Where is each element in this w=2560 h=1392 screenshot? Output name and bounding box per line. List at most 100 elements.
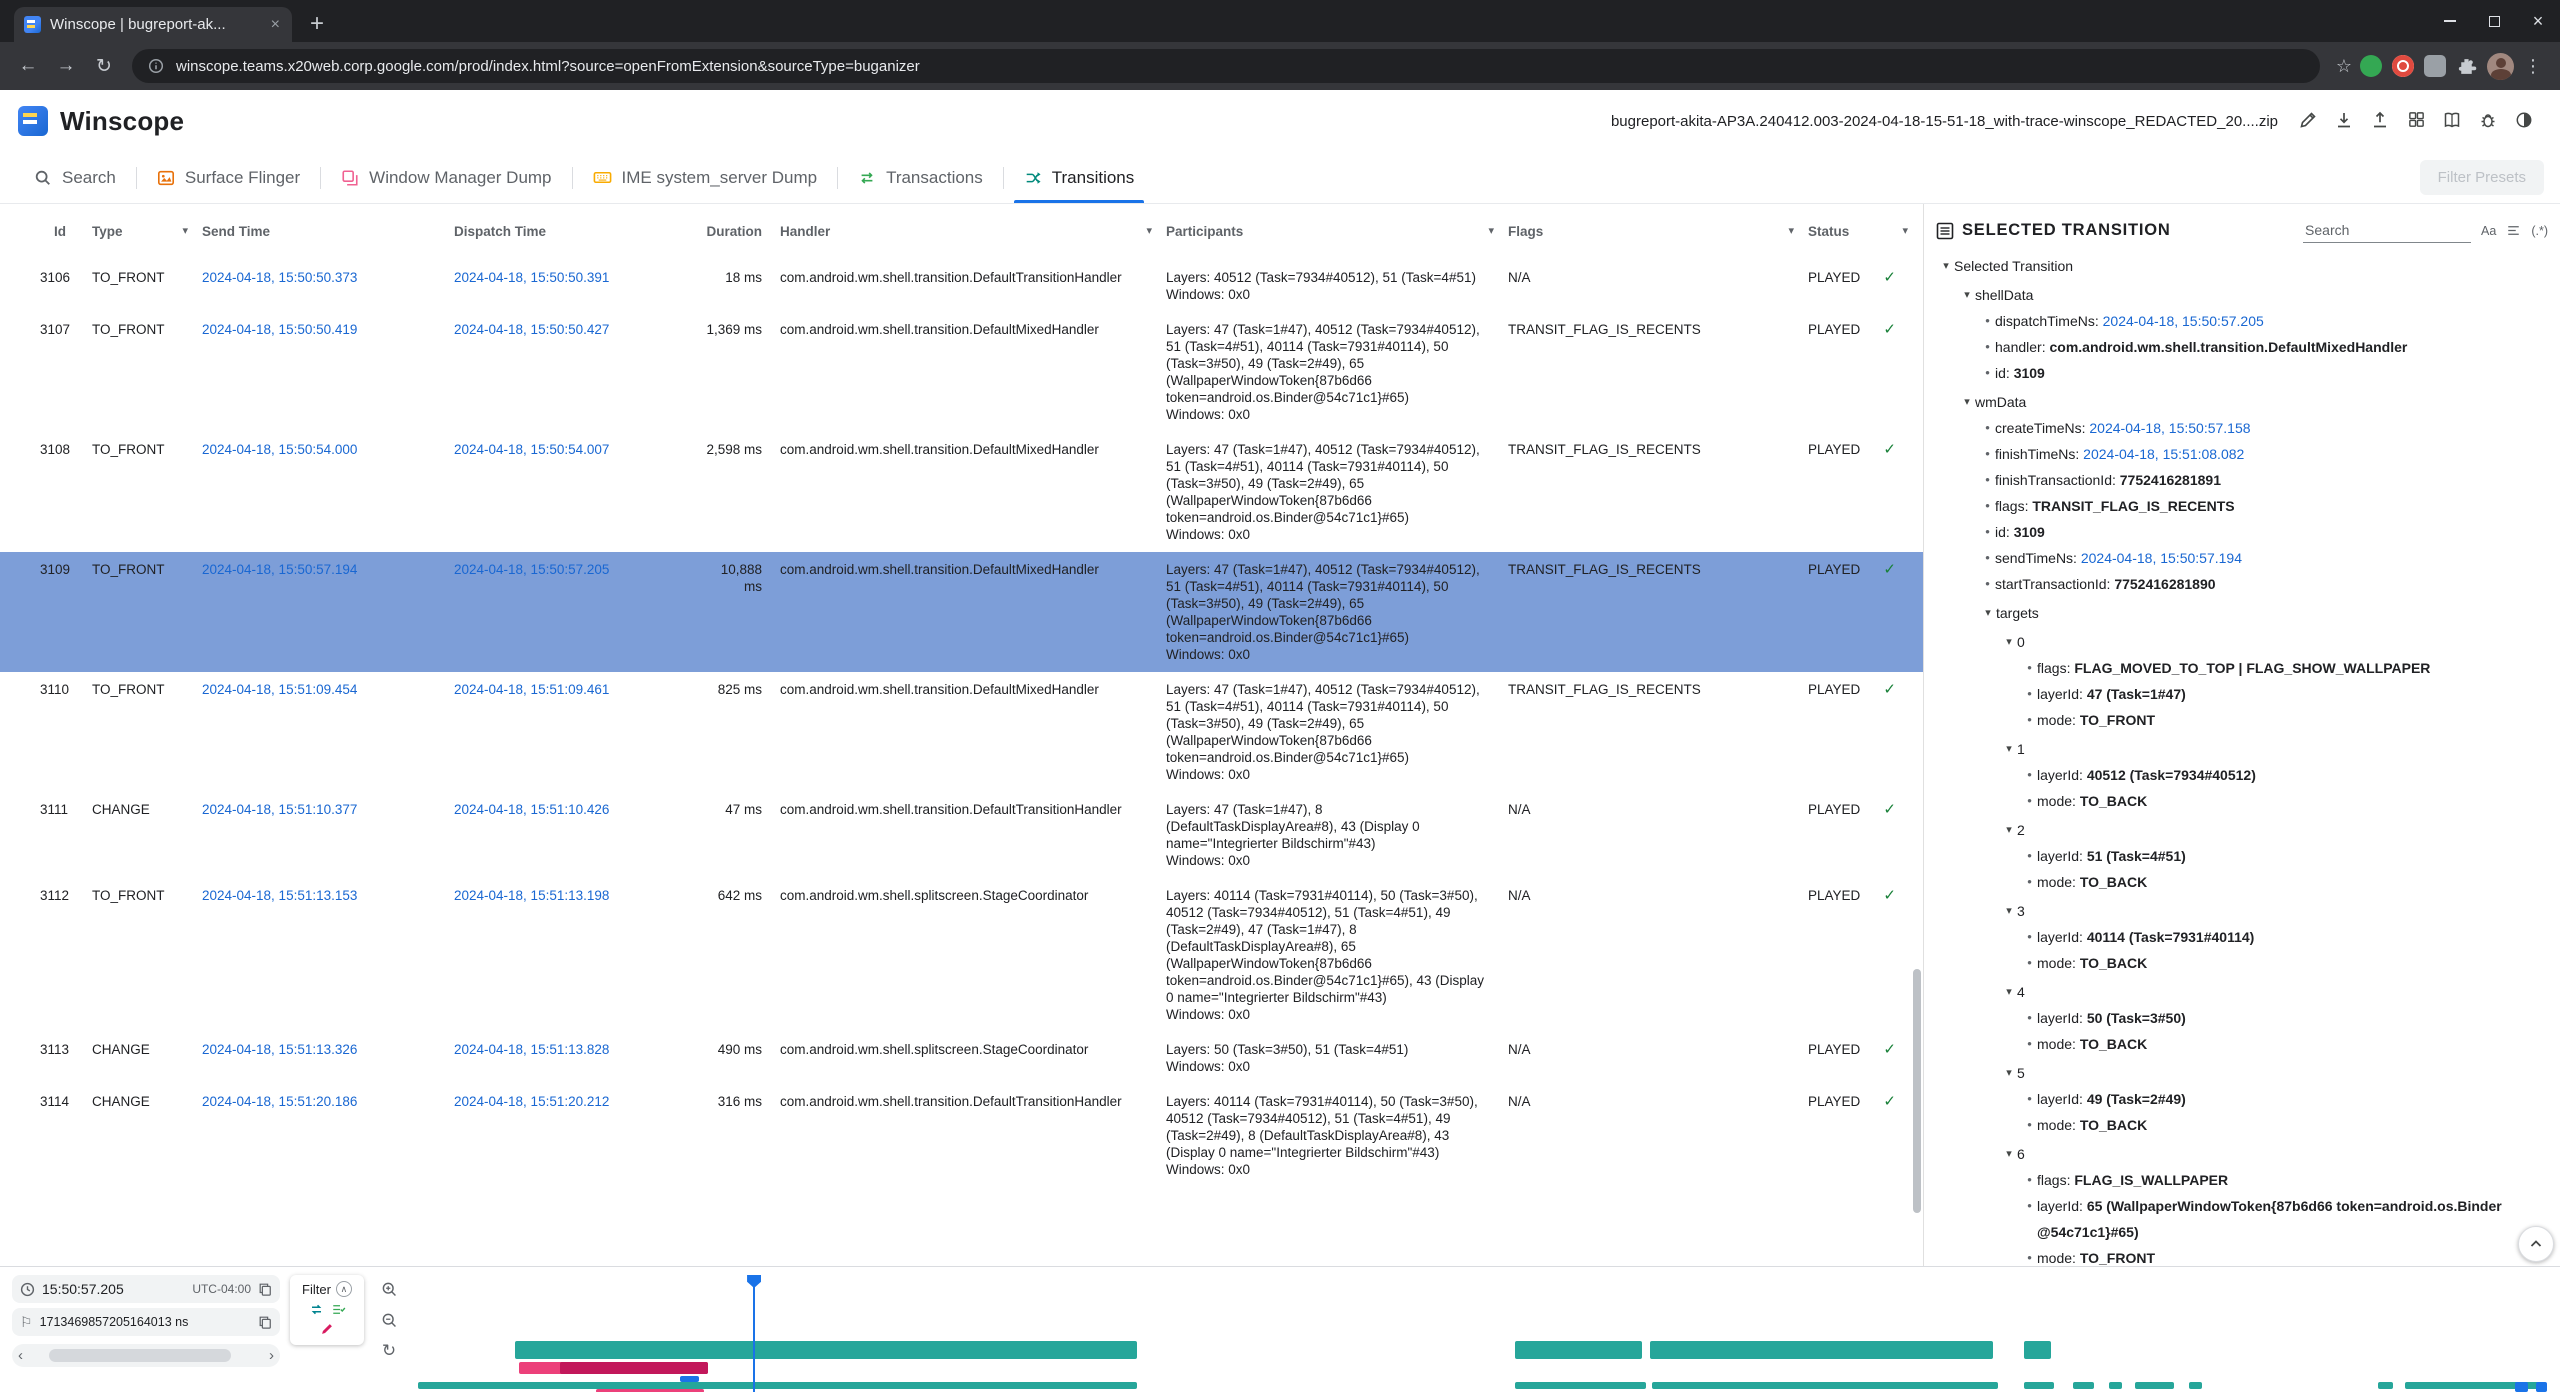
scroll-left-icon[interactable]: ‹: [18, 1347, 23, 1364]
collapse-arrow-icon[interactable]: ▾: [1943, 260, 1949, 272]
copy-icon[interactable]: [258, 1315, 272, 1329]
column-menu-icon[interactable]: ▾: [1146, 225, 1152, 237]
tree-leaf-createTimeNs[interactable]: • createTimeNs: 2024-04-18, 15:50:57.158: [1936, 415, 2550, 441]
profile-avatar[interactable]: [2487, 52, 2514, 80]
cell-dispatch-time[interactable]: 2024-04-18, 15:50:54.007: [454, 442, 610, 457]
upload-button[interactable]: [2362, 103, 2398, 139]
regex-button[interactable]: (.*): [2531, 223, 2548, 238]
bookmark-star-icon[interactable]: ☆: [2335, 55, 2352, 76]
transition-row-3114[interactable]: 3114 CHANGE 2024-04-18, 15:51:20.186 2024-0…: [0, 1084, 1923, 1187]
tab-close-icon[interactable]: ×: [270, 15, 280, 33]
tree-node-0[interactable]: ▾ 0: [1936, 629, 2550, 655]
overview-transition-segment[interactable]: [596, 1389, 704, 1392]
transition-trace-segment-active[interactable]: [559, 1362, 708, 1374]
tree-node-wmData[interactable]: ▾ wmData: [1936, 389, 2550, 415]
cell-dispatch-time[interactable]: 2024-04-18, 15:51:13.828: [454, 1042, 610, 1057]
overview-trace-segment[interactable]: [2377, 1382, 2393, 1389]
collapse-arrow-icon[interactable]: ▾: [1964, 396, 1970, 408]
tab-surface-flinger[interactable]: Surface Flinger: [137, 152, 320, 203]
transactions-trace-icon[interactable]: [309, 1302, 324, 1317]
browser-tab[interactable]: Winscope | bugreport-ak... ×: [14, 7, 292, 42]
cell-send-time[interactable]: 2024-04-18, 15:51:10.377: [202, 802, 358, 817]
scroll-right-icon[interactable]: ›: [269, 1347, 274, 1364]
collapse-arrow-icon[interactable]: ▾: [2006, 1148, 2012, 1160]
column-menu-icon[interactable]: ▾: [1902, 225, 1908, 237]
column-header-duration[interactable]: Duration: [702, 224, 780, 260]
collapse-arrow-icon[interactable]: ▾: [1964, 289, 1970, 301]
tab-search[interactable]: Search: [14, 152, 136, 203]
hscroll-thumb[interactable]: [49, 1349, 231, 1362]
column-header-dispatch-time[interactable]: Dispatch Time: [454, 224, 702, 260]
column-header-id[interactable]: Id: [40, 224, 92, 260]
extension-red-icon[interactable]: [2392, 55, 2414, 77]
cell-send-time[interactable]: 2024-04-18, 15:51:13.326: [202, 1042, 358, 1057]
tree-leaf-sendTimeNs[interactable]: • sendTimeNs: 2024-04-18, 15:50:57.194: [1936, 545, 2550, 571]
tree-node-3[interactable]: ▾ 3: [1936, 898, 2550, 924]
copy-icon[interactable]: [258, 1282, 272, 1296]
tree-node-5[interactable]: ▾ 5: [1936, 1060, 2550, 1086]
timeline-canvas[interactable]: [414, 1275, 2560, 1392]
extensions-puzzle-icon[interactable]: [2456, 56, 2477, 77]
overview-view-marker[interactable]: [2536, 1382, 2548, 1392]
filter-collapse-button[interactable]: ∧: [335, 1281, 352, 1297]
url-bar[interactable]: winscope.teams.x20web.corp.google.com/pr…: [132, 49, 2320, 83]
zoom-in-button[interactable]: [377, 1277, 401, 1301]
collapse-timeline-button[interactable]: [2518, 1226, 2554, 1262]
tree-node-1[interactable]: ▾ 1: [1936, 736, 2550, 762]
overview-trace-segment[interactable]: [2109, 1382, 2123, 1389]
column-menu-icon[interactable]: ▾: [1488, 225, 1494, 237]
transition-row-3106[interactable]: 3106 TO_FRONT 2024-04-18, 15:50:50.373 2024…: [0, 260, 1923, 312]
overview-trace-segment[interactable]: [2023, 1382, 2054, 1389]
column-header-flags[interactable]: Flags ▾: [1508, 224, 1808, 260]
cell-send-time[interactable]: 2024-04-18, 15:51:13.153: [202, 888, 358, 903]
column-header-participants[interactable]: Participants ▾: [1166, 224, 1508, 260]
cell-dispatch-time[interactable]: 2024-04-18, 15:50:57.205: [454, 562, 610, 577]
browser-menu-kebab-icon[interactable]: ⋮: [2524, 55, 2542, 76]
overview-trace-segment[interactable]: [1514, 1382, 1646, 1389]
overview-trace-segment[interactable]: [418, 1382, 1138, 1389]
cell-dispatch-time[interactable]: 2024-04-18, 15:51:09.461: [454, 682, 610, 697]
transactions-trace-segment[interactable]: [1650, 1341, 1994, 1359]
property-value[interactable]: 2024-04-18, 15:51:08.082: [2083, 446, 2245, 462]
window-minimize-button[interactable]: [2428, 0, 2472, 42]
collapse-arrow-icon[interactable]: ▾: [2006, 905, 2012, 917]
match-case-button[interactable]: Aa: [2481, 223, 2497, 238]
transition-row-3109[interactable]: 3109 TO_FRONT 2024-04-18, 15:50:57.194 2024…: [0, 552, 1923, 672]
edit-button[interactable]: [2290, 103, 2326, 139]
cell-dispatch-time[interactable]: 2024-04-18, 15:51:20.212: [454, 1094, 610, 1109]
collapse-arrow-icon[interactable]: ▾: [2006, 743, 2012, 755]
tree-leaf-dispatchTimeNs[interactable]: • dispatchTimeNs: 2024-04-18, 15:50:57.20…: [1936, 308, 2550, 334]
transactions-trace-segment[interactable]: [2023, 1341, 2052, 1359]
column-header-status[interactable]: Status ▾: [1808, 224, 1922, 260]
cell-dispatch-time[interactable]: 2024-04-18, 15:50:50.391: [454, 270, 610, 285]
transition-row-3111[interactable]: 3111 CHANGE 2024-04-18, 15:51:10.377 2024-0…: [0, 792, 1923, 878]
extension-green-icon[interactable]: [2360, 55, 2382, 77]
cell-send-time[interactable]: 2024-04-18, 15:51:09.454: [202, 682, 358, 697]
filter-presets-button[interactable]: Filter Presets: [2419, 160, 2544, 195]
transition-row-3112[interactable]: 3112 TO_FRONT 2024-04-18, 15:51:13.153 2024…: [0, 878, 1923, 1032]
report-bug-button[interactable]: [2470, 103, 2506, 139]
new-tab-button[interactable]: +: [309, 10, 324, 37]
selection-marker[interactable]: [680, 1376, 700, 1382]
collapse-arrow-icon[interactable]: ▾: [2006, 636, 2012, 648]
transition-row-3108[interactable]: 3108 TO_FRONT 2024-04-18, 15:50:54.000 2024…: [0, 432, 1923, 552]
apps-button[interactable]: [2398, 103, 2434, 139]
column-header-handler[interactable]: Handler ▾: [780, 224, 1166, 260]
transition-row-3113[interactable]: 3113 CHANGE 2024-04-18, 15:51:13.326 2024-0…: [0, 1032, 1923, 1084]
overview-view-marker[interactable]: [2514, 1382, 2528, 1392]
tree-node-2[interactable]: ▾ 2: [1936, 817, 2550, 843]
overview-trace-segment[interactable]: [2188, 1382, 2202, 1389]
tree-node-6[interactable]: ▾ 6: [1936, 1141, 2550, 1167]
overview-trace-segment[interactable]: [2072, 1382, 2095, 1389]
flatten-button[interactable]: [2504, 223, 2523, 238]
tab-window-manager-dump[interactable]: Window Manager Dump: [321, 152, 571, 203]
overview-trace-segment[interactable]: [1652, 1382, 1998, 1389]
cell-send-time[interactable]: 2024-04-18, 15:50:57.194: [202, 562, 358, 577]
zoom-reset-button[interactable]: ↻: [377, 1339, 401, 1363]
forward-button[interactable]: →: [48, 48, 84, 84]
overview-trace-segment[interactable]: [2405, 1382, 2539, 1389]
window-close-button[interactable]: ×: [2516, 0, 2560, 42]
protolog-pen-icon[interactable]: [320, 1322, 334, 1336]
cell-send-time[interactable]: 2024-04-18, 15:50:54.000: [202, 442, 358, 457]
cell-dispatch-time[interactable]: 2024-04-18, 15:51:10.426: [454, 802, 610, 817]
